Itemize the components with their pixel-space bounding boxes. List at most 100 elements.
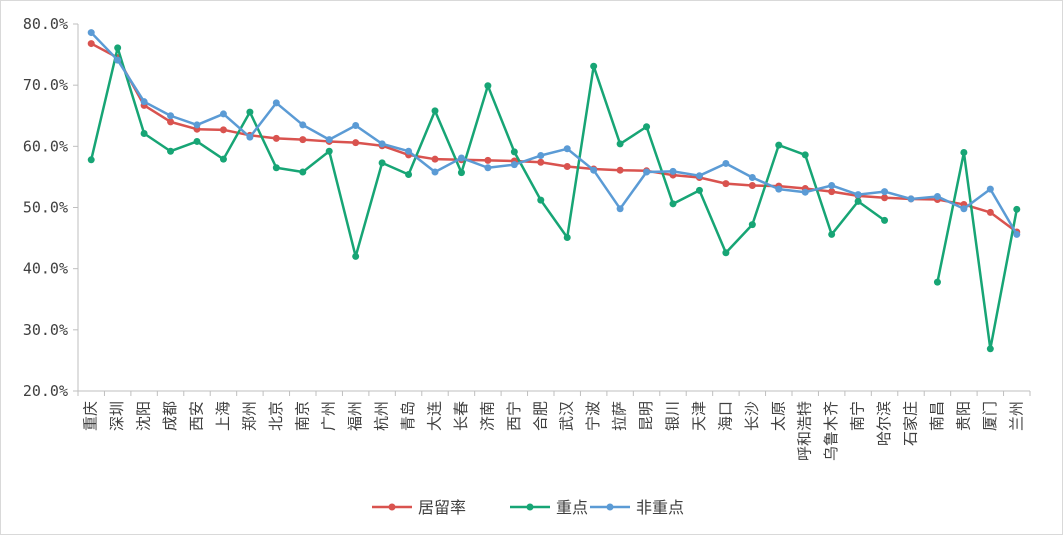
data-point xyxy=(219,110,227,118)
data-point xyxy=(695,172,703,180)
data-point xyxy=(431,155,439,163)
y-tick-label: 60.0% xyxy=(23,137,68,155)
data-point xyxy=(352,139,360,147)
data-point xyxy=(219,155,227,163)
x-tick-label: 贵阳 xyxy=(954,401,972,431)
data-point xyxy=(510,148,518,156)
data-point xyxy=(272,134,280,142)
x-tick-label: 上海 xyxy=(214,401,232,431)
data-point xyxy=(378,140,386,148)
series-layer xyxy=(87,29,1021,353)
data-point xyxy=(272,99,280,107)
legend-marker xyxy=(526,503,534,511)
data-point xyxy=(722,159,730,167)
x-tick-label: 北京 xyxy=(267,401,285,431)
data-point xyxy=(405,147,413,155)
legend-item: 非重点 xyxy=(590,498,684,517)
data-point xyxy=(246,108,254,116)
data-point xyxy=(643,168,651,176)
data-point xyxy=(907,195,915,203)
data-point xyxy=(537,152,545,160)
data-point xyxy=(484,156,492,164)
data-point xyxy=(87,40,95,48)
y-tick-label: 70.0% xyxy=(23,76,68,94)
x-tick-label: 郑州 xyxy=(240,401,258,431)
data-point xyxy=(167,112,175,120)
data-point xyxy=(272,164,280,172)
data-point xyxy=(643,123,651,131)
data-point xyxy=(193,137,201,145)
data-point xyxy=(801,188,809,196)
x-axis: 重庆 深圳 沈阳 成都 西安 上海 郑州 北京 南京 广州 福州 杭州 青岛 大连 长春 济南 西宁 合肥 武汉 宁波… xyxy=(77,390,1031,461)
data-point xyxy=(246,133,254,141)
data-point xyxy=(484,164,492,172)
x-tick-label: 成都 xyxy=(161,401,179,431)
x-tick-label: 南京 xyxy=(293,401,311,431)
data-point xyxy=(881,188,889,196)
series-line xyxy=(90,31,1018,236)
x-tick-label: 深圳 xyxy=(108,401,126,431)
data-point xyxy=(140,98,148,106)
data-point xyxy=(669,167,677,175)
series-line xyxy=(90,42,1018,233)
x-tick-label: 长春 xyxy=(452,401,470,431)
data-point xyxy=(563,145,571,153)
legend-marker xyxy=(388,503,396,511)
data-point xyxy=(167,147,175,155)
data-point xyxy=(431,107,439,115)
x-tick-label: 南昌 xyxy=(928,401,946,431)
data-point xyxy=(854,197,862,205)
x-tick-label: 海口 xyxy=(716,401,734,431)
x-tick-label: 石家庄 xyxy=(902,401,920,446)
data-point xyxy=(299,168,307,176)
y-tick-label: 80.0% xyxy=(23,15,68,33)
data-point xyxy=(828,181,836,189)
legend: 居留率 重点 非重点 xyxy=(372,498,684,517)
data-point xyxy=(881,194,889,202)
x-tick-label: 昆明 xyxy=(637,401,655,431)
data-point xyxy=(616,140,624,148)
data-point xyxy=(1013,205,1021,213)
data-point xyxy=(537,196,545,204)
data-point xyxy=(775,185,783,193)
data-point xyxy=(590,62,598,70)
data-point xyxy=(828,188,836,196)
data-point xyxy=(775,141,783,149)
data-point xyxy=(986,185,994,193)
x-tick-label: 武汉 xyxy=(558,401,576,431)
data-point xyxy=(193,121,201,129)
y-tick-label: 50.0% xyxy=(23,199,68,217)
y-tick-label: 20.0% xyxy=(23,382,68,400)
series-2 xyxy=(87,29,1021,238)
data-point xyxy=(590,166,598,174)
data-point xyxy=(669,200,677,208)
data-point xyxy=(801,151,809,159)
series-0 xyxy=(87,40,1021,236)
data-point xyxy=(986,345,994,353)
legend-label: 非重点 xyxy=(636,498,684,517)
x-tick-label: 长沙 xyxy=(743,401,761,431)
data-point xyxy=(748,174,756,182)
data-point xyxy=(722,249,730,257)
data-point xyxy=(854,191,862,199)
data-point xyxy=(352,252,360,260)
x-tick-label: 杭州 xyxy=(373,401,391,431)
y-axis: 20.0% 30.0% 40.0% 50.0% 60.0% 70.0% 80.0% xyxy=(23,15,79,400)
x-tick-label: 广州 xyxy=(320,401,338,431)
data-point xyxy=(986,208,994,216)
x-tick-label: 乌鲁木齐 xyxy=(822,401,840,461)
x-tick-label: 福州 xyxy=(346,401,364,431)
x-tick-label: 合肥 xyxy=(531,401,549,431)
legend-item: 居留率 xyxy=(372,498,466,517)
data-point xyxy=(563,163,571,171)
data-point xyxy=(114,44,122,52)
data-point xyxy=(960,205,968,213)
legend-label: 居留率 xyxy=(418,498,466,517)
y-tick-label: 30.0% xyxy=(23,321,68,339)
x-tick-label: 西宁 xyxy=(505,401,523,431)
data-point xyxy=(299,121,307,129)
data-point xyxy=(828,230,836,238)
data-point xyxy=(325,136,333,144)
